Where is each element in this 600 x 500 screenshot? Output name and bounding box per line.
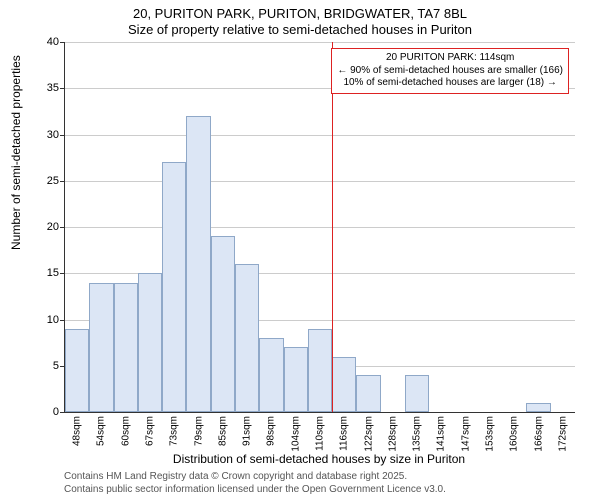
marker-line <box>332 42 333 412</box>
y-tick-label: 10 <box>47 314 59 326</box>
x-tick-label: 73sqm <box>169 416 180 446</box>
histogram-bar <box>138 273 162 412</box>
x-tick-label: 135sqm <box>412 416 423 452</box>
footer-line1: Contains HM Land Registry data © Crown c… <box>64 471 446 484</box>
y-tick-mark <box>60 42 65 43</box>
histogram-bar <box>332 357 356 413</box>
histogram-bar <box>114 283 138 413</box>
x-tick-label: 98sqm <box>266 416 277 446</box>
y-tick-label: 30 <box>47 129 59 141</box>
y-tick-mark <box>60 181 65 182</box>
chart-title-line2: Size of property relative to semi-detach… <box>0 22 600 37</box>
y-tick-mark <box>60 320 65 321</box>
y-axis-label: Number of semi-detached properties <box>9 55 23 250</box>
histogram-bar <box>284 347 308 412</box>
x-tick-label: 48sqm <box>72 416 83 446</box>
x-tick-label: 160sqm <box>509 416 520 452</box>
chart-title-line1: 20, PURITON PARK, PURITON, BRIDGWATER, T… <box>0 6 600 21</box>
x-tick-label: 128sqm <box>387 416 398 452</box>
y-tick-label: 40 <box>47 36 59 48</box>
histogram-bar <box>405 375 429 412</box>
histogram-bar <box>162 162 186 412</box>
histogram-bar <box>259 338 283 412</box>
x-tick-label: 67sqm <box>145 416 156 446</box>
y-tick-label: 35 <box>47 82 59 94</box>
marker-annotation: 20 PURITON PARK: 114sqm ← 90% of semi-de… <box>331 48 569 94</box>
y-tick-mark <box>60 88 65 89</box>
gridline <box>65 227 575 228</box>
x-tick-label: 153sqm <box>485 416 496 452</box>
x-tick-label: 122sqm <box>363 416 374 452</box>
gridline <box>65 42 575 43</box>
y-tick-mark <box>60 412 65 413</box>
x-tick-label: 110sqm <box>315 416 326 451</box>
gridline <box>65 135 575 136</box>
y-tick-label: 25 <box>47 175 59 187</box>
footer-attribution: Contains HM Land Registry data © Crown c… <box>64 471 446 496</box>
x-tick-label: 116sqm <box>339 416 350 451</box>
annotation-line3: 10% of semi-detached houses are larger (… <box>337 77 563 90</box>
x-axis-label: Distribution of semi-detached houses by … <box>64 452 574 466</box>
annotation-line1: 20 PURITON PARK: 114sqm <box>337 52 563 65</box>
histogram-bar <box>89 283 113 413</box>
x-tick-label: 166sqm <box>533 416 544 452</box>
x-tick-label: 54sqm <box>96 416 107 446</box>
histogram-bar <box>235 264 259 412</box>
y-tick-mark <box>60 227 65 228</box>
x-tick-label: 141sqm <box>436 416 447 452</box>
histogram-bar <box>356 375 380 412</box>
x-tick-label: 60sqm <box>120 416 131 446</box>
histogram-bar <box>308 329 332 412</box>
y-tick-label: 15 <box>47 267 59 279</box>
x-tick-label: 172sqm <box>557 416 568 452</box>
x-tick-label: 79sqm <box>193 416 204 446</box>
x-tick-label: 147sqm <box>460 416 471 452</box>
histogram-bar <box>526 403 550 412</box>
histogram-chart: 20, PURITON PARK, PURITON, BRIDGWATER, T… <box>0 0 600 500</box>
histogram-bar <box>65 329 89 412</box>
y-tick-label: 0 <box>53 406 59 418</box>
footer-line2: Contains public sector information licen… <box>64 484 446 497</box>
x-tick-label: 104sqm <box>290 416 301 452</box>
x-tick-label: 91sqm <box>242 416 253 446</box>
histogram-bar <box>211 236 235 412</box>
plot-area: 051015202530354048sqm54sqm60sqm67sqm73sq… <box>64 42 575 413</box>
y-tick-label: 20 <box>47 221 59 233</box>
annotation-line2: ← 90% of semi-detached houses are smalle… <box>337 65 563 78</box>
y-tick-mark <box>60 273 65 274</box>
histogram-bar <box>186 116 210 412</box>
gridline <box>65 181 575 182</box>
y-tick-label: 5 <box>53 360 59 372</box>
x-tick-label: 85sqm <box>217 416 228 446</box>
y-tick-mark <box>60 135 65 136</box>
